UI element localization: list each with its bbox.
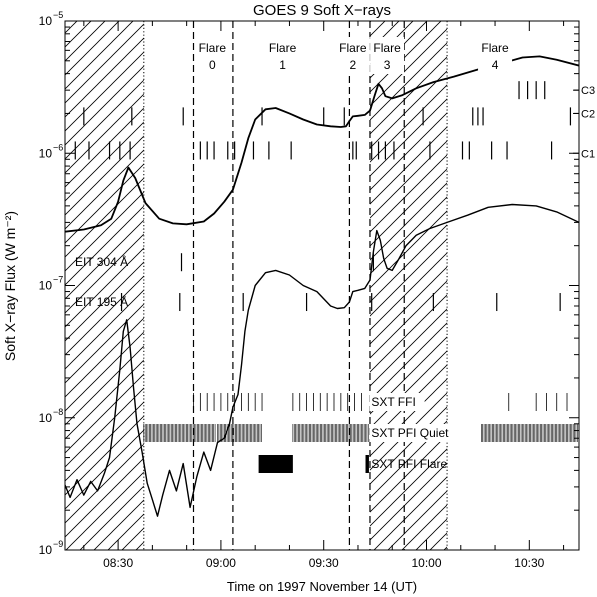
y-tick-exponent: −6 bbox=[53, 142, 63, 152]
y-tick-exponent: −7 bbox=[53, 275, 63, 285]
axis-ticks bbox=[65, 20, 579, 551]
x-axis-label: Time on 1997 November 14 (UT) bbox=[227, 579, 417, 594]
hatched-regions bbox=[65, 21, 448, 550]
flare-label-name: Flare bbox=[373, 41, 401, 55]
y-tick-label: 10 bbox=[39, 146, 53, 160]
y-tick-label: 10 bbox=[39, 543, 53, 557]
x-tick-label: 08:30 bbox=[103, 556, 133, 570]
y-tick-label: 10 bbox=[39, 14, 53, 28]
hatched-region bbox=[65, 21, 144, 550]
flare-label-name: Flare bbox=[269, 41, 297, 55]
y-axis-label: Soft X−ray Flux (W m⁻²) bbox=[2, 211, 18, 361]
x-tick-label: 10:00 bbox=[411, 556, 441, 570]
observation-marks bbox=[74, 81, 578, 473]
y-tick-exponent: −8 bbox=[53, 407, 63, 417]
flare-label-number: 4 bbox=[492, 58, 499, 72]
y-tick-label: 10 bbox=[39, 279, 53, 293]
class-label: C3 bbox=[581, 85, 595, 97]
series-line bbox=[65, 203, 579, 517]
flare-label-name: Flare bbox=[199, 41, 227, 55]
sxtffi-label: SXT FFI bbox=[371, 395, 415, 409]
pfiflare-label: SXT PFI Flare bbox=[371, 457, 447, 471]
eit304-label: EIT 304 Å bbox=[75, 254, 128, 269]
chart-title: GOES 9 Soft X−rays bbox=[253, 2, 391, 19]
flare-label-number: 3 bbox=[384, 58, 391, 72]
class-label: C2 bbox=[581, 108, 595, 120]
class-label: C1 bbox=[581, 148, 595, 160]
flare-label-number: 0 bbox=[209, 58, 216, 72]
flare-label-bg bbox=[370, 37, 405, 74]
y-tick-exponent: −9 bbox=[53, 539, 63, 549]
y-tick-label: 10 bbox=[39, 411, 53, 425]
annotations: Flare 0 Flare 1 Flare 2 Flare 3 Flare 4 C3 C2 C1 EIT … bbox=[39, 10, 595, 570]
y-tick-exponent: −5 bbox=[53, 10, 63, 20]
pfiflare-block bbox=[365, 455, 369, 473]
data-curves bbox=[65, 55, 579, 517]
x-tick-label: 09:00 bbox=[206, 556, 236, 570]
x-tick-label: 09:30 bbox=[309, 556, 339, 570]
flare-label-name: Flare bbox=[339, 41, 367, 55]
flare-label-bg bbox=[478, 37, 513, 74]
flare-label-bg bbox=[335, 37, 370, 74]
flare-label-name: Flare bbox=[481, 41, 509, 55]
x-tick-label: 10:30 bbox=[514, 556, 544, 570]
flare-label-number: 1 bbox=[279, 58, 286, 72]
hatched-region bbox=[369, 21, 448, 550]
series-line bbox=[65, 55, 579, 233]
flare-label-number: 2 bbox=[349, 58, 356, 72]
sxtffi-label-bg bbox=[369, 393, 425, 411]
pfiquiet-label-bg bbox=[369, 424, 470, 442]
flare-label-bg bbox=[195, 37, 230, 74]
eit195-label: EIT 195 Å bbox=[75, 294, 128, 309]
pfiquiet-label: SXT PFI Quiet bbox=[371, 426, 449, 440]
pfiflare-block bbox=[258, 455, 293, 473]
flare-label-bg bbox=[265, 37, 300, 74]
